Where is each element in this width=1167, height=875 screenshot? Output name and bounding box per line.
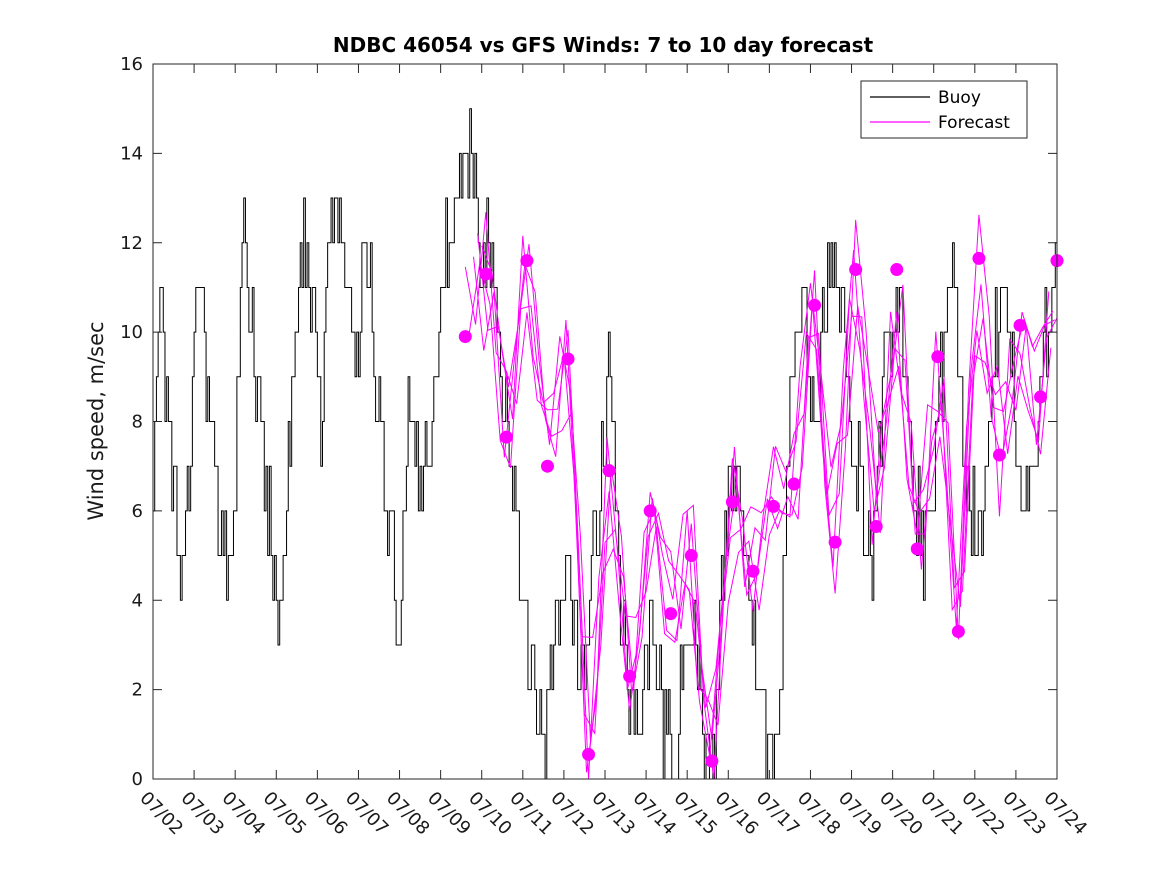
x-tick-label: 07/04: [218, 788, 270, 840]
y-tick-label: 2: [132, 680, 143, 701]
forecast-point: [1013, 318, 1027, 332]
forecast-point: [540, 459, 554, 473]
forecast-member-line: [477, 233, 1054, 780]
forecast-point: [992, 448, 1006, 462]
forecast-series: [464, 212, 1058, 780]
forecast-point: [890, 263, 904, 277]
y-tick-label: 12: [120, 233, 143, 254]
forecast-member-line: [473, 250, 1050, 773]
x-tick-label: 07/09: [423, 788, 475, 840]
x-tick-label: 07/07: [341, 788, 393, 840]
forecast-point: [602, 464, 616, 478]
x-tick-label: 07/14: [629, 788, 681, 840]
legend-box: [860, 80, 1028, 139]
forecast-point: [1034, 390, 1048, 404]
x-tick-label: 07/03: [177, 788, 229, 840]
legend-buoy-label: Buoy: [938, 88, 981, 108]
forecast-point: [561, 352, 575, 366]
forecast-point: [684, 549, 698, 563]
x-tick-label: 07/17: [752, 788, 804, 840]
x-tick-label: 07/19: [834, 788, 886, 840]
x-tick-label: 07/08: [382, 788, 434, 840]
forecast-point: [623, 669, 637, 683]
forecast-point: [951, 625, 965, 639]
forecast-point: [520, 254, 534, 268]
forecast-point: [725, 495, 739, 509]
forecast-point: [458, 330, 472, 344]
x-tick-label: 07/02: [135, 788, 187, 840]
y-tick-label: 16: [120, 54, 143, 75]
forecast-point: [931, 350, 945, 364]
forecast-points: [458, 251, 1064, 768]
chart-title: NDBC 46054 vs GFS Winds: 7 to 10 day for…: [333, 33, 874, 57]
forecast-point: [766, 499, 780, 513]
forecast-point: [787, 477, 801, 491]
forecast-point: [643, 504, 657, 518]
x-tick-label: 07/23: [998, 788, 1050, 840]
forecast-point: [808, 298, 822, 312]
forecast-point: [849, 263, 863, 277]
x-tick-label: 07/15: [670, 788, 722, 840]
forecast-point: [828, 535, 842, 549]
y-tick-label: 4: [132, 590, 143, 611]
x-tick-label: 07/24: [1039, 788, 1091, 840]
x-tick-label: 07/06: [300, 788, 352, 840]
x-tick-label: 07/10: [464, 788, 516, 840]
x-tick-label: 07/16: [711, 788, 763, 840]
y-tick-label: 0: [132, 769, 143, 790]
x-tick-label: 07/21: [916, 788, 968, 840]
x-tick-label: 07/20: [875, 788, 927, 840]
x-tick-label: 07/05: [259, 788, 311, 840]
buoy-line: [153, 108, 1057, 780]
y-tick-label: 14: [120, 143, 143, 164]
legend-forecast-label: Forecast: [938, 113, 1010, 133]
y-axis-ticks: 0 2 4 6 8 10 12 14 16: [120, 54, 1057, 790]
forecast-point: [705, 754, 719, 768]
forecast-point: [499, 430, 513, 444]
forecast-point: [869, 520, 883, 534]
x-tick-label: 07/13: [587, 788, 639, 840]
forecast-point: [910, 542, 924, 556]
forecast-member-line: [468, 263, 1056, 708]
forecast-point: [479, 267, 493, 281]
y-tick-label: 8: [132, 412, 143, 433]
y-axis-label: Wind speed, m/sec: [84, 321, 108, 520]
y-tick-label: 6: [132, 501, 143, 522]
x-tick-label: 07/22: [957, 788, 1009, 840]
forecast-point: [746, 564, 760, 578]
forecast-point: [664, 607, 678, 621]
forecast-member-line: [481, 235, 1058, 736]
forecast-point: [972, 251, 986, 265]
x-tick-label: 07/11: [505, 788, 557, 840]
buoy-series: [153, 108, 1057, 780]
forecast-point: [582, 747, 596, 761]
x-tick-label: 07/18: [793, 788, 845, 840]
legend: Buoy Forecast: [860, 80, 1028, 139]
y-tick-label: 10: [120, 322, 143, 343]
x-tick-label: 07/12: [546, 788, 598, 840]
